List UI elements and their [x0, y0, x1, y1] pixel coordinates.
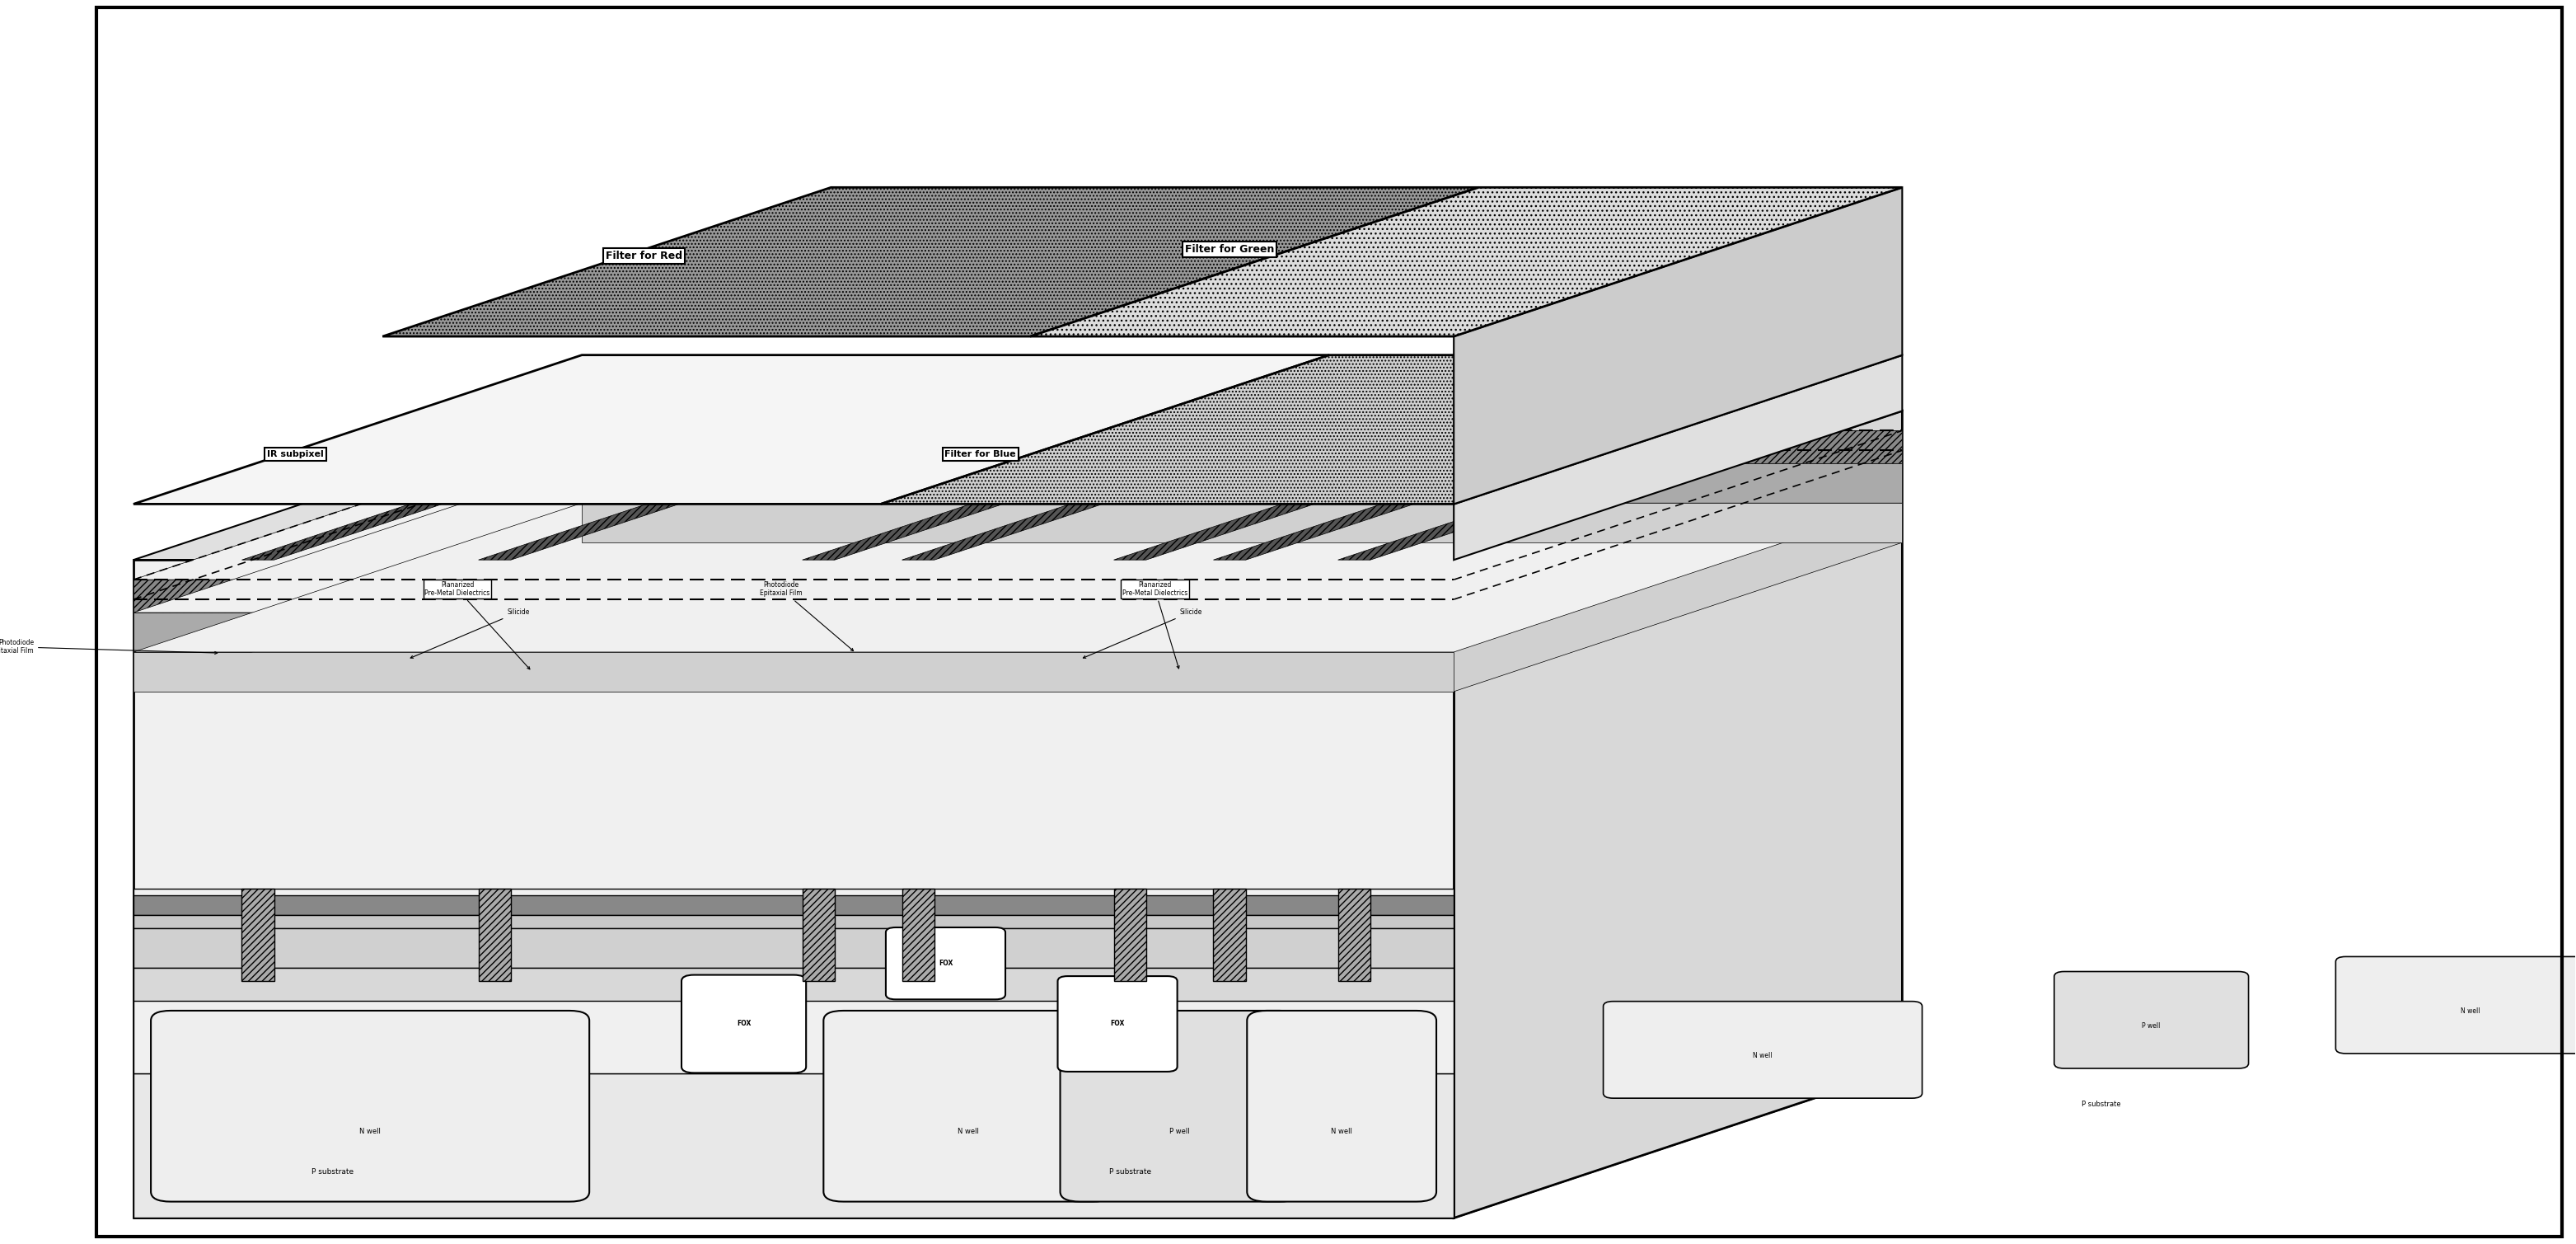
Text: P well: P well: [2143, 1023, 2161, 1030]
Polygon shape: [242, 411, 724, 560]
Polygon shape: [134, 430, 1901, 580]
Polygon shape: [1337, 411, 1819, 560]
Text: Filter for Green: Filter for Green: [1185, 244, 1275, 255]
Polygon shape: [582, 503, 1901, 542]
Text: FOX: FOX: [1110, 1020, 1126, 1028]
FancyBboxPatch shape: [1059, 977, 1177, 1071]
FancyBboxPatch shape: [886, 927, 1005, 999]
Polygon shape: [384, 188, 1479, 336]
Polygon shape: [134, 889, 1453, 1074]
FancyBboxPatch shape: [1602, 1001, 1922, 1098]
Polygon shape: [1453, 411, 1901, 1218]
Polygon shape: [1213, 411, 1695, 560]
Polygon shape: [582, 464, 1901, 503]
FancyBboxPatch shape: [1061, 1010, 1298, 1202]
Bar: [1113, 889, 1146, 982]
Bar: [902, 889, 935, 982]
Text: N well: N well: [361, 1128, 381, 1136]
Text: P substrate: P substrate: [1108, 1168, 1151, 1176]
Polygon shape: [1453, 188, 1901, 504]
Bar: [1213, 889, 1247, 982]
Text: P substrate: P substrate: [312, 1168, 353, 1176]
Polygon shape: [134, 928, 1453, 968]
Bar: [242, 889, 273, 982]
Text: Photodiode
Epitaxial Film: Photodiode Epitaxial Film: [0, 639, 216, 654]
Polygon shape: [134, 464, 1901, 612]
Polygon shape: [1113, 411, 1595, 560]
Polygon shape: [134, 411, 1901, 560]
FancyBboxPatch shape: [824, 1010, 1113, 1202]
Polygon shape: [134, 1074, 1453, 1218]
Polygon shape: [801, 411, 1283, 560]
Text: Filter for Red: Filter for Red: [605, 250, 683, 261]
Polygon shape: [134, 464, 1901, 612]
Text: P well: P well: [1170, 1128, 1190, 1136]
Polygon shape: [134, 503, 1901, 652]
Polygon shape: [134, 355, 1329, 504]
Polygon shape: [134, 916, 1453, 928]
Polygon shape: [1030, 188, 1901, 336]
Polygon shape: [134, 503, 1901, 652]
Polygon shape: [134, 560, 1453, 1218]
Polygon shape: [134, 542, 1901, 692]
Text: N well: N well: [958, 1128, 979, 1136]
FancyBboxPatch shape: [152, 1010, 590, 1202]
Text: Silicide: Silicide: [1082, 608, 1203, 658]
Polygon shape: [134, 612, 1453, 652]
Bar: [479, 889, 510, 982]
Polygon shape: [134, 896, 1453, 916]
Polygon shape: [582, 430, 1901, 464]
FancyBboxPatch shape: [2336, 957, 2576, 1054]
Text: N well: N well: [1332, 1128, 1352, 1136]
Text: FOX: FOX: [737, 1020, 752, 1028]
Polygon shape: [134, 968, 1453, 1001]
Text: Planarized
Pre-Metal Dielectrics: Planarized Pre-Metal Dielectrics: [425, 581, 531, 669]
Text: Silicide: Silicide: [410, 608, 531, 658]
Text: N well: N well: [1754, 1052, 1772, 1060]
Polygon shape: [134, 1069, 1901, 1218]
Bar: [1337, 889, 1370, 982]
Text: IR subpixel: IR subpixel: [268, 450, 325, 459]
Polygon shape: [134, 580, 1453, 612]
Text: FOX: FOX: [938, 959, 953, 967]
FancyBboxPatch shape: [2053, 972, 2249, 1069]
Polygon shape: [134, 652, 1453, 692]
FancyBboxPatch shape: [1247, 1010, 1437, 1202]
Text: P substrate: P substrate: [2081, 1101, 2120, 1107]
Polygon shape: [902, 411, 1383, 560]
Bar: [801, 889, 835, 982]
Text: Photodiode
Epitaxial Film: Photodiode Epitaxial Film: [760, 581, 853, 651]
Polygon shape: [881, 355, 1901, 504]
Polygon shape: [479, 411, 958, 560]
FancyBboxPatch shape: [683, 975, 806, 1072]
Text: Filter for Blue: Filter for Blue: [945, 450, 1015, 459]
Text: N well: N well: [2460, 1008, 2481, 1015]
Text: Planarized
Pre-Metal Dielectrics: Planarized Pre-Metal Dielectrics: [1123, 581, 1188, 668]
Polygon shape: [1453, 355, 1901, 560]
